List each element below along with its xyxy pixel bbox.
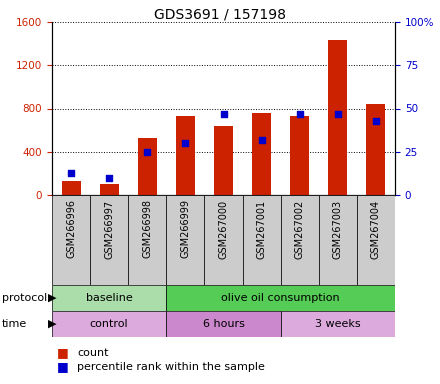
Bar [138, 138, 157, 195]
Text: control: control [90, 319, 128, 329]
Text: GSM266996: GSM266996 [66, 200, 76, 258]
Text: ▶: ▶ [48, 293, 56, 303]
Text: count: count [77, 348, 109, 358]
Bar [52, 311, 166, 337]
Bar [99, 184, 119, 195]
Text: GSM266997: GSM266997 [104, 200, 114, 259]
Point [372, 118, 379, 124]
Text: GSM267003: GSM267003 [333, 200, 343, 259]
Bar [281, 311, 395, 337]
Text: ▶: ▶ [48, 319, 56, 329]
Text: time: time [2, 319, 27, 329]
Point [334, 111, 341, 117]
Point [106, 175, 113, 181]
Text: GSM266999: GSM266999 [180, 200, 191, 258]
Bar [214, 126, 233, 195]
Text: protocol: protocol [2, 293, 48, 303]
Bar [176, 116, 195, 195]
Bar [166, 195, 205, 285]
Text: percentile rank within the sample: percentile rank within the sample [77, 362, 265, 372]
Bar [357, 195, 395, 285]
Text: GDS3691 / 157198: GDS3691 / 157198 [154, 8, 286, 22]
Bar [367, 104, 385, 195]
Text: ■: ■ [57, 361, 69, 374]
Point [144, 149, 151, 155]
Bar [128, 195, 166, 285]
Text: GSM267001: GSM267001 [257, 200, 267, 259]
Bar [281, 195, 319, 285]
Bar [166, 311, 281, 337]
Bar [90, 195, 128, 285]
Point [296, 111, 303, 117]
Point [258, 137, 265, 143]
Bar [52, 285, 166, 311]
Bar [319, 195, 357, 285]
Text: 6 hours: 6 hours [202, 319, 245, 329]
Point [67, 169, 74, 175]
Bar [166, 285, 395, 311]
Point [220, 111, 227, 117]
Bar [328, 40, 347, 195]
Text: baseline: baseline [86, 293, 132, 303]
Text: 3 weeks: 3 weeks [315, 319, 361, 329]
Text: GSM267000: GSM267000 [219, 200, 228, 259]
Text: GSM266998: GSM266998 [142, 200, 152, 258]
Bar [52, 195, 90, 285]
Bar [252, 113, 271, 195]
Point [182, 140, 189, 146]
Text: GSM267004: GSM267004 [371, 200, 381, 259]
Text: GSM267002: GSM267002 [295, 200, 305, 259]
Bar [290, 116, 309, 195]
Bar [62, 181, 81, 195]
Bar [205, 195, 242, 285]
Text: ■: ■ [57, 346, 69, 359]
Text: olive oil consumption: olive oil consumption [221, 293, 340, 303]
Bar [242, 195, 281, 285]
